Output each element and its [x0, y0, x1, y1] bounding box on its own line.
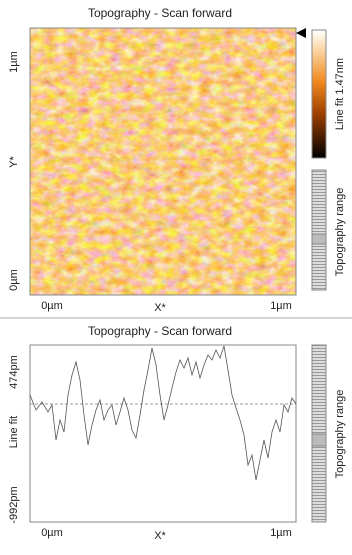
image-frame — [29, 27, 297, 296]
range-thumb[interactable] — [311, 233, 327, 245]
y-axis-label: Y* — [8, 155, 20, 167]
colorbar-label: Line fit 1.47nm — [334, 58, 346, 130]
panel-title: Topography - Scan forward — [88, 6, 232, 20]
profile-line — [29, 345, 297, 481]
x-right-label: 1µm — [270, 527, 292, 539]
range-thumb[interactable] — [311, 433, 327, 447]
panel-title: Topography - Scan forward — [88, 324, 232, 338]
x-axis-label: X* — [154, 530, 166, 542]
y-bottom-label: 0µm — [8, 269, 20, 291]
range-label: Topography range — [334, 390, 346, 479]
y-top-label: 474pm — [8, 355, 20, 389]
marker — [296, 28, 306, 38]
y-top-label: 1µm — [8, 51, 20, 73]
range-label: Topography range — [334, 188, 346, 277]
x-right-label: 1µm — [270, 300, 292, 312]
range-slider[interactable] — [311, 169, 327, 291]
colorbar — [311, 29, 327, 159]
topography-image — [30, 28, 296, 295]
y-bottom-label: -992pm — [8, 486, 20, 523]
profile-frame — [29, 344, 297, 523]
x-left-label: 0µm — [41, 300, 63, 312]
x-left-label: 0µm — [41, 527, 63, 539]
y-axis-label: Line fit — [8, 416, 20, 448]
x-axis-label: X* — [154, 302, 166, 314]
